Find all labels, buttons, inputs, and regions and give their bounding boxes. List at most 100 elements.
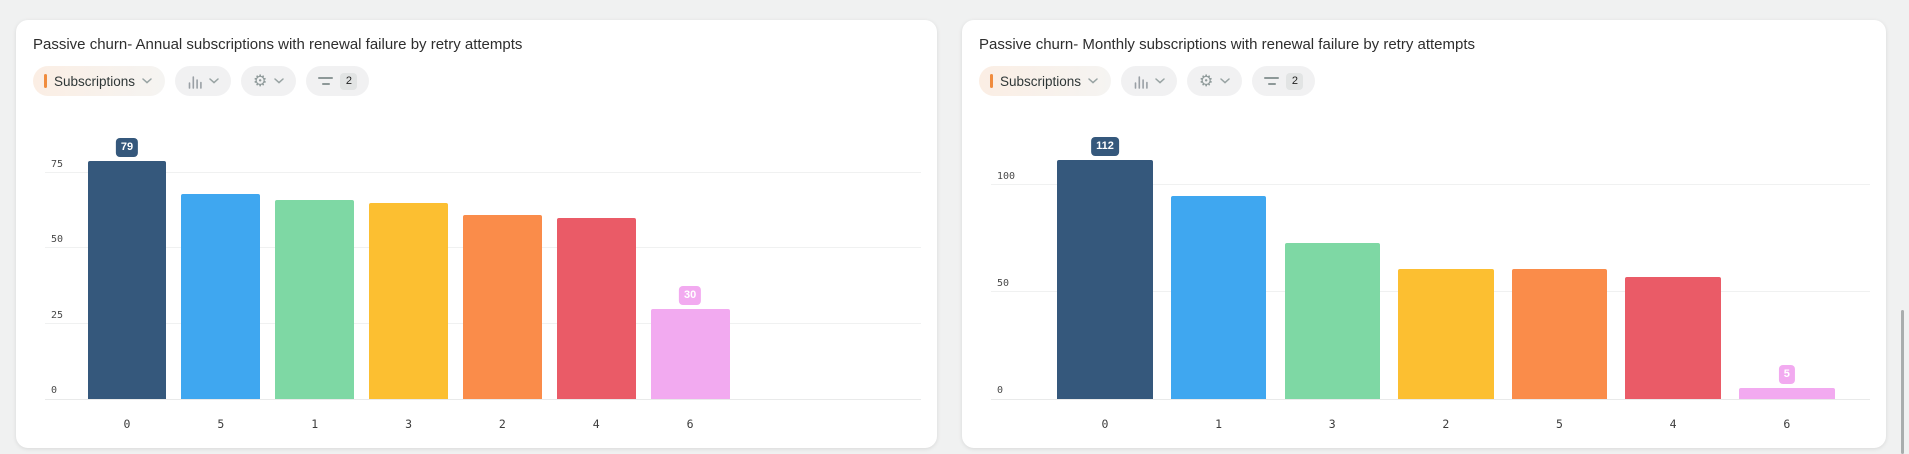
chart-title: Passive churn- Monthly subscriptions wit… — [979, 36, 1476, 53]
settings-selector[interactable]: ⚙ — [1187, 66, 1243, 96]
filter-button[interactable]: 2 — [306, 66, 370, 96]
x-tick-label: 3 — [405, 417, 412, 431]
x-tick-label: 6 — [1783, 417, 1791, 431]
x-slot: 0 — [80, 415, 174, 433]
bars-region: 112 5 — [1048, 136, 1844, 399]
settings-selector[interactable]: ⚙ — [241, 66, 297, 96]
gear-icon: ⚙ — [253, 71, 268, 90]
bar-value-label: 79 — [115, 138, 139, 158]
x-slot: 3 — [362, 415, 456, 433]
bar-3[interactable] — [369, 203, 448, 399]
chart-card-monthly: Passive churn- Monthly subscriptions wit… — [962, 20, 1886, 448]
bar-slot — [268, 150, 362, 399]
bar-value-label: 30 — [678, 285, 702, 305]
x-axis-labels: 0 5 1 3 2 4 6 — [80, 400, 737, 434]
x-tick-label: 5 — [217, 417, 225, 431]
bar-slot — [1162, 150, 1276, 399]
bar-chart-icon — [1133, 73, 1148, 89]
bar-slot: 30 — [643, 150, 737, 399]
bar-5[interactable] — [1511, 268, 1608, 399]
x-slot: 3 — [1275, 415, 1389, 433]
bar-0[interactable] — [1057, 159, 1153, 399]
chevron-down-icon — [1155, 78, 1165, 84]
bar-slot: 5 — [1730, 150, 1844, 399]
bar-chart: 0 25 50 75 79 30 0 5 1 3 2 4 6 — [45, 138, 921, 434]
bar-2[interactable] — [462, 215, 542, 399]
x-tick-label: 6 — [686, 417, 694, 431]
filter-icon — [318, 77, 334, 85]
chevron-down-icon — [274, 78, 285, 84]
x-slot: 2 — [455, 415, 549, 433]
chart-type-selector[interactable] — [175, 66, 232, 96]
bar-slot: 112 — [1048, 136, 1162, 399]
x-slot: 4 — [1616, 415, 1730, 433]
bar-1[interactable] — [275, 200, 355, 399]
x-slot: 4 — [549, 415, 643, 433]
bars-region: 79 30 — [80, 138, 737, 399]
bar-chart-icon — [187, 73, 202, 89]
bar-slot — [549, 150, 643, 399]
metric-label: Subscriptions — [54, 73, 136, 89]
bar-slot — [455, 150, 549, 399]
gridline — [991, 184, 1870, 186]
bar-4[interactable] — [1625, 277, 1721, 399]
bar-value-label: 112 — [1091, 136, 1119, 156]
y-tick-label: 50 — [997, 278, 1010, 290]
bar-4[interactable] — [556, 218, 636, 399]
filter-button[interactable]: 2 — [1252, 66, 1316, 96]
x-tick-label: 1 — [1215, 417, 1223, 431]
plot-area: 0 50 100 112 5 — [991, 136, 1870, 400]
filter-count-badge: 2 — [1286, 72, 1304, 90]
y-tick-label: 50 — [51, 234, 64, 246]
x-slot: 0 — [1048, 415, 1162, 433]
chevron-down-icon — [1220, 78, 1231, 84]
x-slot: 1 — [1162, 415, 1276, 433]
bar-3[interactable] — [1284, 243, 1380, 399]
bar-slot — [174, 150, 268, 399]
metric-selector[interactable]: Subscriptions — [979, 66, 1112, 96]
bar-slot — [1275, 150, 1389, 399]
y-tick-label: 100 — [997, 171, 1016, 183]
chart-type-selector[interactable] — [1121, 66, 1178, 96]
x-axis-labels: 0 1 3 2 5 4 6 — [1048, 400, 1843, 434]
bar-chart: 0 50 100 112 5 0 1 3 2 5 4 6 — [991, 136, 1870, 434]
bar-value-label: 5 — [1778, 365, 1795, 385]
filter-icon — [1264, 77, 1280, 85]
bar-2[interactable] — [1398, 268, 1494, 399]
x-slot: 6 — [1730, 415, 1844, 433]
x-slot: 1 — [268, 415, 362, 433]
x-tick-label: 3 — [1328, 417, 1336, 431]
bar-1[interactable] — [1170, 196, 1267, 399]
y-tick-label: 0 — [51, 385, 58, 396]
chart-card-annual: Passive churn- Annual subscriptions with… — [16, 20, 937, 448]
bar-0[interactable] — [87, 161, 167, 399]
chart-toolbar: Subscriptions ⚙ — [979, 66, 1870, 96]
bar-6[interactable] — [650, 308, 730, 399]
gridline — [45, 172, 921, 174]
x-tick-label: 5 — [1556, 417, 1563, 431]
y-tick-label: 0 — [997, 385, 1004, 396]
metric-accent-bar — [990, 74, 993, 88]
bar-slot: 79 — [80, 138, 174, 399]
x-tick-label: 4 — [592, 417, 600, 431]
x-tick-label: 2 — [1442, 417, 1450, 431]
metric-selector[interactable]: Subscriptions — [33, 66, 166, 96]
x-tick-label: 0 — [123, 417, 131, 431]
x-slot: 5 — [174, 415, 268, 433]
plot-area: 0 25 50 75 79 30 — [45, 138, 921, 400]
bar-5[interactable] — [181, 194, 261, 399]
x-slot: 2 — [1389, 415, 1503, 433]
bar-slot — [362, 150, 456, 399]
bar-6[interactable] — [1739, 388, 1835, 399]
x-slot: 6 — [643, 415, 737, 433]
y-tick-label: 25 — [51, 309, 64, 321]
bar-slot — [1616, 150, 1730, 399]
y-tick-label: 75 — [51, 159, 64, 171]
chevron-down-icon — [1088, 78, 1098, 84]
x-tick-label: 4 — [1669, 417, 1677, 431]
chart-toolbar: Subscriptions ⚙ — [33, 66, 921, 96]
bar-slot — [1389, 150, 1503, 399]
chart-title: Passive churn- Annual subscriptions with… — [33, 36, 523, 53]
x-slot: 5 — [1503, 415, 1617, 433]
vertical-scrollbar-thumb[interactable] — [1901, 310, 1904, 454]
